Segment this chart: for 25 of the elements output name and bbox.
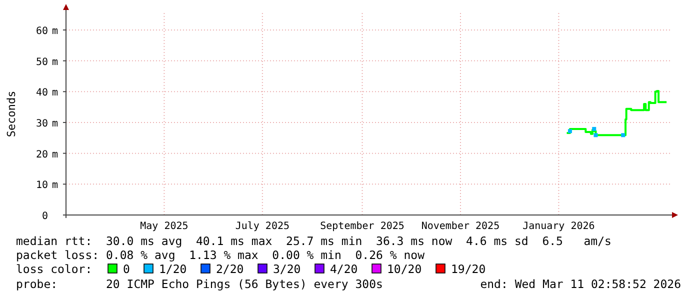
legend-label: 3/20 xyxy=(273,262,301,276)
legend-label: 19/20 xyxy=(451,262,486,276)
x-tick-label: July 2025 xyxy=(235,221,290,232)
legend-label: 0 xyxy=(123,262,130,276)
y-tick-label: 0 xyxy=(42,211,48,222)
x-tick-label: November 2025 xyxy=(421,221,500,232)
legend-label: 10/20 xyxy=(387,262,422,276)
legend-label: 4/20 xyxy=(330,262,358,276)
text: median rtt: 30.0 ms avg 40.1 ms max 25.7 ms min 36.3 ms now 4.6 ms sd 6.5 am/s xyxy=(16,234,612,248)
y-tick-label: 50 m xyxy=(36,56,58,68)
legend-label: 1/20 xyxy=(159,262,187,276)
x-tick-label: January 2026 xyxy=(522,221,595,232)
text: probe: 20 ICMP Echo Pings (56 Bytes) every 300s xyxy=(16,277,383,291)
legend-label: 2/20 xyxy=(216,262,244,276)
y-axis-title: Seconds xyxy=(5,90,18,138)
y-tick-label: 20 m xyxy=(36,149,58,160)
y-tick-label: 40 m xyxy=(36,88,58,99)
text: end: Wed Mar 11 02:58:52 2026 xyxy=(480,277,682,291)
legend-title: loss color: xyxy=(16,262,92,276)
x-tick-label: September 2025 xyxy=(320,221,404,232)
y-tick-label: 60 m xyxy=(36,26,58,37)
y-tick-label: 10 m xyxy=(36,180,58,192)
x-tick-label: May 2025 xyxy=(140,221,188,232)
text: packet loss: 0.08 % avg 1.13 % max 0.00 % min 0.26 % now xyxy=(16,248,425,262)
y-tick-label: 30 m xyxy=(36,118,58,130)
